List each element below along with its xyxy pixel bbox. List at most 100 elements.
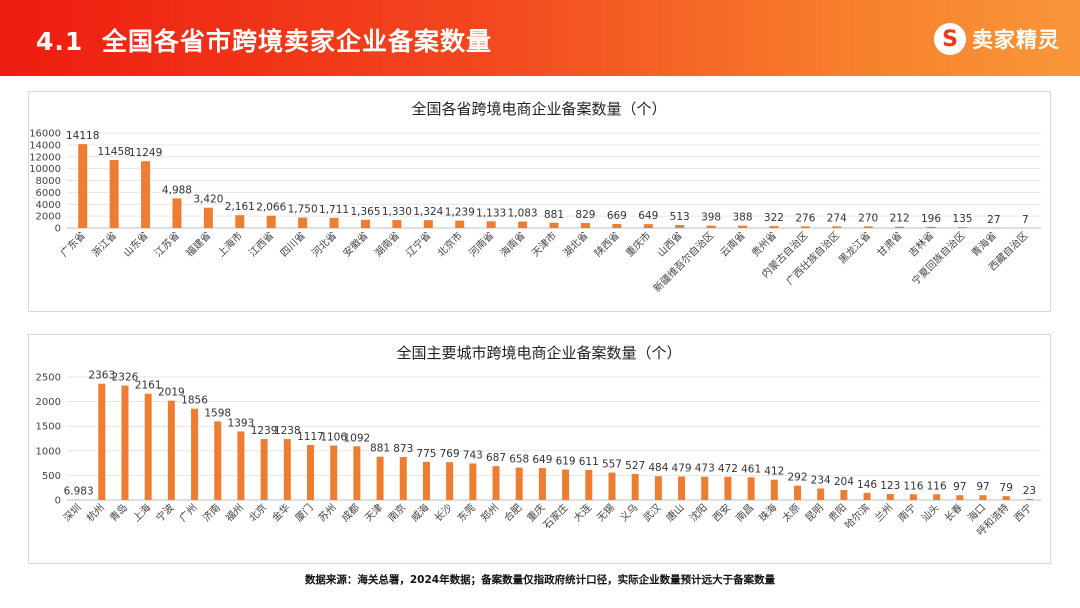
bar <box>956 495 964 500</box>
bar <box>518 221 528 228</box>
category-label: 哈尔滨 <box>842 501 872 531</box>
bar <box>933 494 941 500</box>
data-label: 669 <box>607 210 627 222</box>
data-label: 27 <box>987 214 1000 226</box>
data-label: 513 <box>670 211 690 223</box>
category-label: 成都 <box>339 502 362 525</box>
bar <box>141 161 151 228</box>
category-label: 沈阳 <box>687 501 710 524</box>
data-label: 135 <box>952 213 972 225</box>
data-label: 829 <box>575 209 595 221</box>
bar <box>266 215 276 228</box>
category-label: 西安 <box>710 501 733 524</box>
bar <box>769 226 779 228</box>
section-number: 4.1 <box>36 27 84 56</box>
bar <box>307 445 314 500</box>
bar <box>738 225 748 228</box>
bar <box>298 217 308 228</box>
category-label: 广东省 <box>57 229 87 259</box>
data-label: 116 <box>927 480 947 492</box>
data-label: 116 <box>903 480 923 492</box>
data-label: 322 <box>764 212 784 224</box>
category-label: 南京 <box>385 501 408 524</box>
category-label: 青海省 <box>969 229 999 259</box>
bar <box>492 466 500 500</box>
category-label: 兰州 <box>872 501 895 524</box>
bar <box>422 461 430 500</box>
category-label: 湖南省 <box>372 229 402 259</box>
bar <box>203 207 213 228</box>
bar <box>446 462 454 500</box>
category-label: 黑龙江省 <box>836 229 873 266</box>
category-label: 四川省 <box>277 229 307 259</box>
bar <box>330 445 338 500</box>
data-label: 276 <box>795 212 815 224</box>
bar <box>886 493 894 500</box>
data-label: 1,711 <box>319 204 349 216</box>
bar <box>486 221 496 228</box>
bar <box>191 408 199 500</box>
category-label: 上海市 <box>215 229 245 259</box>
data-label: 1117 <box>297 431 324 443</box>
data-label: 1,330 <box>382 206 412 218</box>
data-label: 611 <box>579 456 599 468</box>
bar <box>1025 498 1033 500</box>
category-label: 天津 <box>363 502 386 525</box>
data-label: 2,066 <box>256 202 286 214</box>
category-label: 贵州省 <box>749 229 779 259</box>
y-tick-label: 2500 <box>36 373 61 384</box>
bar <box>376 456 384 500</box>
bar <box>979 495 987 500</box>
brand-name: 卖家精灵 <box>972 28 1060 52</box>
data-label: 14118 <box>66 130 99 142</box>
data-label: 557 <box>602 459 622 471</box>
bar <box>817 488 825 500</box>
category-label: 云南省 <box>717 229 747 259</box>
chart-title: 全国主要城市跨境电商企业备案数量（个） <box>396 344 681 362</box>
category-label: 深圳 <box>61 502 84 525</box>
bar <box>167 400 175 500</box>
data-label: 769 <box>440 448 460 460</box>
data-label: 479 <box>672 462 692 474</box>
data-label: 1,133 <box>476 207 506 219</box>
category-label: 福州 <box>223 501 246 524</box>
data-label: 687 <box>486 452 506 464</box>
bar <box>562 469 570 500</box>
data-label: 461 <box>741 463 761 475</box>
bar <box>469 463 477 500</box>
chart-title: 全国各省跨境电商企业备案数量（个） <box>411 100 666 118</box>
data-label: 2019 <box>158 387 185 399</box>
bar <box>78 144 88 228</box>
bar <box>360 219 370 228</box>
data-label: 3,420 <box>193 194 223 206</box>
category-label: 昆明 <box>803 502 826 525</box>
bar <box>770 479 778 500</box>
y-tick-label: 16000 <box>29 129 61 140</box>
data-label: 1,324 <box>413 206 443 218</box>
y-tick-label: 500 <box>42 471 61 482</box>
category-label: 天津市 <box>529 229 559 259</box>
data-label: 204 <box>834 476 854 488</box>
category-label: 长沙 <box>432 502 455 525</box>
data-label: 619 <box>556 456 576 468</box>
bar <box>957 227 967 228</box>
data-label: 292 <box>787 472 807 484</box>
data-label: 1393 <box>228 417 255 429</box>
data-label: 1238 <box>274 425 301 437</box>
data-label: 527 <box>625 460 645 472</box>
data-label: 2,161 <box>225 201 255 213</box>
y-tick-label: 0 <box>55 496 61 507</box>
province-bar-chart: 全国各省跨境电商企业备案数量（个）02000400060008000100001… <box>29 100 1041 295</box>
category-label: 北京 <box>246 501 269 524</box>
category-label: 山西省 <box>654 229 684 259</box>
data-label: 1239 <box>251 425 278 437</box>
category-label: 陕西省 <box>592 229 622 259</box>
category-label: 上海 <box>130 501 153 524</box>
section-title: 4.1 全国各省市跨境卖家企业备案数量 <box>36 22 492 58</box>
data-label: 1092 <box>344 432 371 444</box>
y-tick-label: 8000 <box>36 176 61 187</box>
bar <box>747 477 755 500</box>
data-label: 1,083 <box>508 208 538 220</box>
category-label: 石家庄 <box>540 501 570 531</box>
y-tick-label: 14000 <box>29 140 61 151</box>
